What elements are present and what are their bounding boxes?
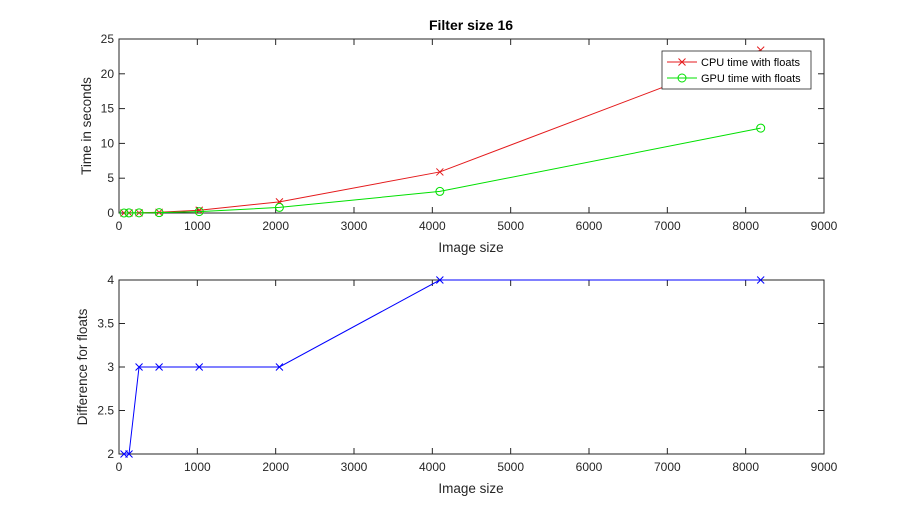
top-y-tick-label: 0 <box>107 206 114 220</box>
top-x-tick-label: 9000 <box>811 219 838 233</box>
top-series <box>119 46 766 218</box>
bottom-data-point-x-marker <box>155 363 163 371</box>
top-x-tick-label: 5000 <box>497 219 524 233</box>
top-data-point-circle-marker <box>124 208 134 218</box>
bottom-x-tick-label: 5000 <box>497 460 524 474</box>
bottom-series <box>120 276 765 458</box>
bottom-y-tick-label: 4 <box>107 273 114 287</box>
bottom-y-axis-label: Difference for floats <box>75 308 90 425</box>
legend-item-cpu: CPU time with floats <box>667 57 801 69</box>
top-subplot: Filter size 16 0 1000 2000 3000 4000 5000 6000… <box>79 17 838 255</box>
top-data-point-circle-marker <box>756 123 766 133</box>
top-x-tick-label: 6000 <box>576 219 603 233</box>
bottom-data-point-x-marker <box>435 276 444 284</box>
top-x-tick-label: 1000 <box>184 219 211 233</box>
bottom-data-point-x-marker <box>125 450 133 458</box>
legend-marker-cpu-x <box>678 58 686 66</box>
top-y-tick-label: 20 <box>101 67 115 81</box>
bottom-x-tick-label: 7000 <box>654 460 681 474</box>
top-data-point-circle-marker <box>274 202 284 212</box>
top-y-tick-label: 15 <box>101 102 115 116</box>
top-data-point-x-marker <box>435 168 444 176</box>
bottom-x-axis-label: Image size <box>438 481 503 496</box>
top-data-point-circle-marker <box>435 186 445 196</box>
top-data-point-circle-marker <box>194 207 204 217</box>
bottom-data-point-x-marker <box>135 363 143 371</box>
top-y-tick-label: 25 <box>101 32 115 46</box>
legend-label-cpu: CPU time with floats <box>701 57 801 69</box>
top-chart-title: Filter size 16 <box>429 17 513 33</box>
top-x-tick-label: 0 <box>116 219 123 233</box>
bottom-data-point-x-marker <box>195 363 204 371</box>
top-y-ticks: 0 5 10 15 20 25 <box>101 32 824 220</box>
bottom-x-tick-label: 9000 <box>811 460 838 474</box>
bottom-x-tick-label: 3000 <box>341 460 368 474</box>
legend-label-gpu: GPU time with floats <box>701 73 801 85</box>
bottom-x-tick-label: 4000 <box>419 460 446 474</box>
top-y-tick-label: 5 <box>107 171 114 185</box>
bottom-x-tick-label: 6000 <box>576 460 603 474</box>
bottom-data-point-x-marker <box>756 276 765 284</box>
top-data-point-circle-marker <box>154 208 164 218</box>
bottom-x-tick-label: 8000 <box>732 460 759 474</box>
top-x-tick-label: 8000 <box>732 219 759 233</box>
bottom-x-tick-label: 2000 <box>262 460 289 474</box>
top-y-tick-label: 10 <box>101 136 115 150</box>
top-x-tick-label: 4000 <box>419 219 446 233</box>
top-series-line-1 <box>124 127 761 214</box>
legend-marker-gpu-circle <box>677 73 687 83</box>
top-data-point-circle-marker <box>134 208 144 218</box>
top-x-ticks: 0 1000 2000 3000 4000 5000 6000 7000 8000 9000 <box>116 39 838 233</box>
top-y-axis-label: Time in seconds <box>79 77 94 175</box>
bottom-x-ticks: 0 1000 2000 3000 4000 5000 6000 7000 8000 9000 <box>116 280 838 474</box>
bottom-y-tick-label: 2.5 <box>97 404 114 418</box>
legend-item-gpu: GPU time with floats <box>667 73 801 85</box>
bottom-y-ticks: 2 2.5 3 3.5 4 <box>97 273 824 461</box>
top-x-tick-label: 7000 <box>654 219 681 233</box>
top-data-point-circle-marker <box>119 208 129 218</box>
bottom-series-line-0 <box>124 279 761 455</box>
bottom-data-point-x-marker <box>275 363 284 371</box>
bottom-x-tick-label: 1000 <box>184 460 211 474</box>
bottom-y-tick-label: 3 <box>107 360 114 374</box>
top-x-axis-label: Image size <box>438 240 503 255</box>
top-x-tick-label: 2000 <box>262 219 289 233</box>
legend: CPU time with floats GPU time with float… <box>661 50 812 90</box>
legend-box <box>661 50 812 90</box>
bottom-subplot: 0 1000 2000 3000 4000 5000 6000 7000 8000 9000 22… <box>75 273 838 496</box>
bottom-y-tick-label: 3.5 <box>97 317 114 331</box>
top-x-tick-label: 3000 <box>341 219 368 233</box>
bottom-y-tick-label: 2 <box>107 447 114 461</box>
bottom-x-tick-label: 0 <box>116 460 123 474</box>
